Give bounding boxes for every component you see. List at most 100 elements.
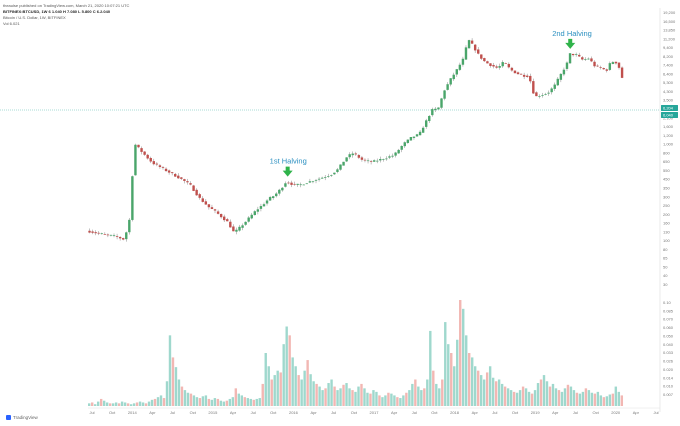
- volume-bar: [456, 339, 459, 406]
- candle: [617, 62, 621, 70]
- volume-bar: [135, 402, 139, 406]
- candle: [562, 67, 566, 77]
- volume-bar: [462, 308, 465, 406]
- candle: [529, 73, 532, 84]
- candle: [522, 72, 526, 80]
- candle: [256, 206, 260, 215]
- candle: [611, 61, 615, 65]
- volume-tick-label: 0.014: [663, 375, 674, 380]
- candle: [440, 97, 443, 110]
- candle: [458, 62, 462, 71]
- tradingview-logo[interactable]: TradingView: [6, 415, 38, 420]
- time-tick-label: Jul: [492, 410, 497, 415]
- candle: [547, 90, 550, 96]
- candle: [281, 187, 284, 192]
- time-tick-label: 2016: [289, 410, 299, 415]
- candle: [189, 181, 192, 186]
- volume-bar: [560, 391, 564, 406]
- candle: [103, 232, 107, 235]
- candle: [388, 154, 391, 160]
- candle: [553, 82, 556, 91]
- candle: [174, 172, 177, 178]
- time-tick-label: Oct: [512, 410, 519, 415]
- time-tick-label: Oct: [351, 410, 358, 415]
- volume-bar: [309, 374, 312, 406]
- candle: [409, 137, 413, 141]
- volume-bar: [351, 390, 354, 406]
- volume-bar: [168, 335, 172, 406]
- time-tick-label: Apr: [310, 410, 317, 415]
- volume-tick-labels: 0.10 0.085 0.070 0.060 0.050 0.040 0.033 0.026 0…: [663, 300, 674, 397]
- candle: [271, 195, 275, 200]
- candle: [449, 78, 452, 87]
- candle: [510, 66, 514, 72]
- candle: [213, 208, 217, 214]
- volume-bar: [524, 388, 528, 406]
- price-tick-label: 30: [663, 282, 668, 287]
- volume-bar: [159, 395, 163, 406]
- candle: [501, 60, 504, 68]
- candle: [556, 77, 560, 87]
- price-tick-label: 130: [663, 229, 670, 234]
- time-tick-label: Oct: [431, 410, 438, 415]
- candle: [183, 178, 186, 184]
- volume-bar: [88, 403, 91, 406]
- volume-bar: [509, 390, 513, 406]
- volume-bar: [387, 392, 390, 406]
- volume-bar: [189, 393, 193, 406]
- volume-bar: [120, 401, 124, 406]
- candle: [97, 231, 100, 236]
- volume-bar: [285, 326, 288, 406]
- volume-bar: [252, 399, 255, 406]
- volume-bar: [545, 381, 549, 406]
- candle: [229, 219, 232, 228]
- candle: [259, 203, 263, 212]
- volume-bar: [174, 367, 178, 406]
- volume-tick-label: 0.040: [663, 342, 674, 347]
- price-tick-label: 65: [663, 256, 668, 261]
- volume-bar: [291, 357, 294, 406]
- volume-bar: [476, 370, 480, 406]
- price-tick-label: 1,000: [663, 142, 674, 147]
- volume-bar: [288, 335, 291, 406]
- volume-bar: [132, 403, 136, 406]
- time-tick-labels: Jul Oct 2014 Apr Jul Oct 2015 Apr Jul Oct 2016 Apr J…: [89, 410, 658, 415]
- candle: [578, 52, 581, 57]
- volume-bar: [312, 381, 315, 406]
- volume-bar: [249, 398, 252, 406]
- candle: [452, 72, 455, 81]
- volume-bar: [126, 403, 130, 406]
- volume-bar: [557, 390, 561, 406]
- volume-bar: [554, 388, 558, 406]
- volume-bar: [512, 391, 516, 406]
- volume-bar: [423, 388, 426, 406]
- price-tick-labels: 19,200 16,500 13,850 11,200 9,400 8,200 7,400 6…: [663, 10, 676, 287]
- volume-bar: [399, 398, 402, 406]
- volume-bar: [237, 393, 241, 406]
- candle: [241, 223, 244, 231]
- volume-bar: [396, 397, 399, 406]
- volume-bar: [608, 394, 612, 406]
- candle: [94, 230, 97, 236]
- volume-bar: [195, 397, 199, 406]
- price-tick-label: 1,600: [663, 124, 674, 129]
- candle: [434, 106, 437, 113]
- volume-bar: [228, 398, 232, 406]
- volume-bar: [506, 388, 510, 406]
- volume-bar: [99, 398, 103, 406]
- candle: [226, 217, 229, 222]
- candle: [327, 173, 330, 178]
- candle: [357, 154, 361, 160]
- volume-bar: [599, 395, 603, 406]
- volume-tick-label: 0.033: [663, 350, 674, 355]
- volume-bar: [500, 383, 504, 406]
- price-tick-label: 16,500: [663, 19, 676, 24]
- volume-bar: [614, 386, 618, 406]
- volume-bar: [96, 401, 100, 406]
- candle: [235, 227, 238, 235]
- candle: [541, 92, 544, 98]
- candle: [431, 107, 434, 117]
- tradingview-logo-icon: [6, 415, 11, 420]
- volume-bar: [378, 395, 381, 406]
